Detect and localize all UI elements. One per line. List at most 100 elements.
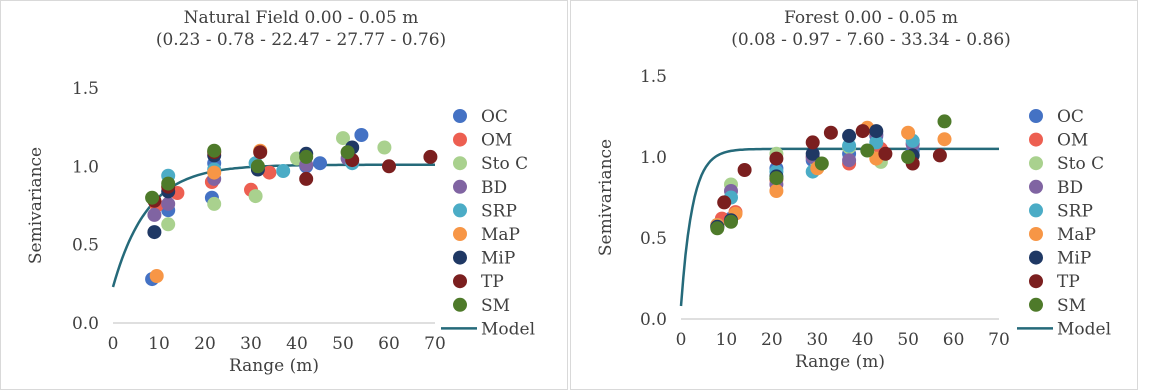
legend-label: Sto C [481, 154, 528, 174]
x-tick-label: 40 [852, 330, 874, 350]
legend-marker [453, 274, 467, 289]
point-tp [855, 124, 870, 139]
point-sm [710, 221, 725, 236]
point-bd [842, 153, 857, 168]
x-tick-label: 70 [988, 330, 1010, 350]
point-map [149, 269, 164, 283]
legend-label: Model [1057, 319, 1111, 339]
legend-label: TP [1057, 272, 1080, 292]
point-sto-c [377, 140, 392, 155]
legend-label: TP [481, 272, 504, 292]
point-tp [769, 151, 784, 166]
x-axis-label: Range (m) [795, 352, 885, 372]
legend-label: OC [481, 107, 508, 127]
point-srp [869, 135, 884, 150]
chart-subtitle: (0.23 - 0.78 - 22.47 - 27.77 - 0.76) [156, 30, 446, 50]
point-tp [805, 135, 820, 150]
point-tp [737, 163, 752, 177]
point-map [769, 184, 784, 198]
y-tick-label: 1.5 [72, 79, 99, 99]
legend-marker [453, 250, 467, 265]
chart-panel-natural-field: Natural Field 0.00 - 0.05 m (0.23 - 0.78 … [0, 0, 568, 390]
chart-forest: Forest 0.00 - 0.05 m(0.08 - 0.97 - 7.60 … [596, 8, 1111, 372]
legend-label: BD [481, 178, 507, 198]
point-sm [145, 190, 160, 205]
y-axis-label: Semivariance [596, 139, 616, 256]
x-tick-label: 30 [806, 330, 828, 350]
legend-marker [1029, 297, 1043, 312]
legend-marker [453, 297, 467, 312]
y-tick-label: 0.0 [640, 310, 667, 330]
legend-label: SRP [1057, 201, 1093, 221]
chart-panel-forest: Forest 0.00 - 0.05 m (0.08 - 0.97 - 7.60 … [570, 0, 1138, 390]
legend-marker [453, 156, 467, 171]
y-tick-label: 1.0 [72, 157, 99, 177]
y-axis-label: Semivariance [26, 147, 46, 264]
point-sm [769, 171, 784, 186]
x-tick-label: 50 [897, 330, 919, 350]
model-curve [679, 147, 999, 307]
legend-label: SM [1057, 296, 1086, 316]
x-axis-label: Range (m) [229, 356, 319, 376]
y-tick-label: 0.5 [72, 236, 99, 256]
x-tick-label: 30 [240, 334, 262, 354]
legend-marker [453, 109, 467, 123]
x-tick-label: 20 [194, 334, 216, 354]
legend-marker [1029, 109, 1043, 123]
point-sm [161, 176, 176, 191]
point-sm [860, 143, 875, 158]
x-tick-label: 60 [378, 334, 400, 354]
legend-marker [1029, 250, 1043, 265]
chart-title: Forest 0.00 - 0.05 m [784, 8, 958, 28]
point-bd [161, 196, 176, 211]
legend-label: MiP [1057, 249, 1091, 269]
legend-marker [453, 132, 467, 147]
legend-marker [1029, 132, 1043, 147]
point-om [262, 165, 277, 180]
point-sto-c [336, 131, 350, 146]
point-tp [299, 171, 314, 186]
legend-label: Sto C [1057, 154, 1104, 174]
x-tick-label: 50 [332, 334, 354, 354]
chart-natural-field: Natural Field 0.00 - 0.05 m(0.23 - 0.78 … [26, 8, 535, 376]
legend-marker [1029, 227, 1043, 241]
y-tick-label: 1.5 [640, 67, 667, 87]
x-tick-label: 70 [424, 334, 446, 354]
point-map [207, 165, 222, 180]
y-tick-label: 0.5 [640, 229, 667, 249]
point-oc [313, 156, 327, 171]
point-bd [147, 207, 162, 222]
y-tick-label: 0.0 [72, 314, 99, 334]
legend-label: Model [481, 319, 535, 339]
point-tp [823, 125, 838, 140]
legend-marker [1029, 179, 1043, 194]
x-tick-label: 0 [676, 330, 687, 350]
x-tick-label: 20 [761, 330, 783, 350]
point-sm [901, 150, 916, 164]
point-map [937, 132, 952, 147]
point-mip [869, 124, 884, 139]
point-tp [423, 149, 438, 164]
point-tp [932, 148, 947, 163]
legend-marker [1029, 203, 1043, 218]
legend-marker [1029, 274, 1043, 289]
x-tick-label: 10 [148, 334, 170, 354]
point-sm [299, 149, 314, 164]
point-srp [276, 164, 291, 178]
point-oc [354, 128, 369, 142]
point-sto-c [248, 189, 263, 204]
legend-label: MaP [481, 225, 520, 245]
point-sm [814, 156, 829, 171]
legend-label: OM [481, 131, 512, 151]
chart-title: Natural Field 0.00 - 0.05 m [184, 8, 419, 28]
legend-label: MiP [481, 249, 515, 269]
legend-label: OM [1057, 131, 1088, 151]
x-tick-label: 60 [943, 330, 965, 350]
point-sm [937, 114, 952, 129]
legend-marker [1029, 156, 1043, 171]
point-srp [842, 138, 857, 153]
legend-label: OC [1057, 107, 1084, 127]
legend-label: SM [481, 296, 510, 316]
point-tp [382, 159, 396, 174]
point-sm [207, 143, 222, 158]
